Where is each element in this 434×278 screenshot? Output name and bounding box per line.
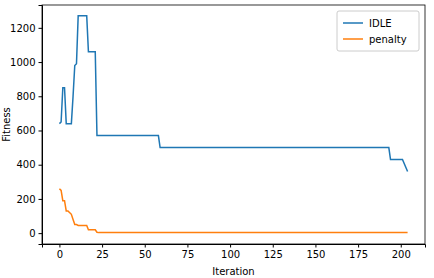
- legend-box: [337, 11, 419, 51]
- tick: 100: [221, 244, 240, 260]
- tick-label: 200: [16, 194, 35, 205]
- series-line: [59, 16, 407, 172]
- tick: 0: [29, 228, 42, 239]
- series-line: [59, 189, 407, 233]
- tick-mark: [145, 244, 146, 248]
- tick-label: 800: [16, 91, 35, 102]
- tick-mark: [39, 62, 43, 63]
- tick-mark: [102, 244, 103, 248]
- tick-label: 100: [221, 249, 240, 260]
- tick-label: 150: [306, 249, 325, 260]
- plot-frame: [42, 5, 425, 244]
- tick-mark: [315, 244, 316, 248]
- tick: 50: [139, 244, 152, 260]
- chart: 0 25 50 75 100 125 150 175 200 0 200 400 600 800 1000 1…: [0, 0, 434, 278]
- tick: 1200: [10, 23, 42, 34]
- tick-label: 1000: [10, 57, 35, 68]
- tick-mark: [39, 165, 43, 166]
- legend: IDLE penalty: [337, 11, 419, 51]
- tick-label: 25: [96, 249, 109, 260]
- legend-swatch: [343, 22, 363, 24]
- tick: 1000: [10, 57, 42, 68]
- legend-label: IDLE: [369, 18, 392, 29]
- tick-label: 0: [57, 249, 63, 260]
- tick: 25: [96, 244, 109, 260]
- x-axis-title: Iteration: [212, 266, 254, 277]
- tick-label: 1200: [10, 23, 35, 34]
- tick-label: 125: [264, 249, 283, 260]
- y-axis: 0 200 400 600 800 1000 1200: [10, 6, 42, 245]
- tick-mark: [273, 244, 274, 248]
- tick: 200: [392, 244, 411, 260]
- tick-mark: [39, 233, 43, 234]
- legend-label: penalty: [369, 34, 407, 45]
- tick-mark: [187, 244, 188, 248]
- tick-mark: [358, 244, 359, 248]
- tick-label: 200: [392, 249, 411, 260]
- tick: 200: [16, 194, 42, 205]
- tick: 150: [306, 244, 325, 260]
- tick: 175: [349, 244, 368, 260]
- tick-mark: [39, 96, 43, 97]
- tick: 600: [16, 125, 42, 136]
- legend-swatch: [343, 38, 363, 40]
- tick: 800: [16, 91, 42, 102]
- tick: 125: [264, 244, 283, 260]
- tick-mark: [401, 244, 402, 248]
- tick-label: 75: [182, 249, 195, 260]
- axis-line: [39, 6, 43, 245]
- tick: 0: [57, 244, 63, 260]
- axis-line: [43, 245, 426, 248]
- tick: 75: [182, 244, 195, 260]
- tick-label: 175: [349, 249, 368, 260]
- tick-mark: [39, 199, 43, 200]
- tick: 400: [16, 159, 42, 170]
- tick-mark: [230, 244, 231, 248]
- tick-label: 50: [139, 249, 152, 260]
- tick-mark: [59, 244, 60, 248]
- tick-mark: [39, 130, 43, 131]
- y-axis-title: Fitness: [1, 107, 12, 142]
- tick-label: 0: [29, 228, 35, 239]
- tick-label: 600: [16, 125, 35, 136]
- tick-label: 400: [16, 159, 35, 170]
- tick-mark: [39, 28, 43, 29]
- x-axis: 0 25 50 75 100 125 150 175 200: [43, 244, 426, 260]
- plot: 0 25 50 75 100 125 150 175 200 0 200 400 600 800 1000 1…: [10, 5, 425, 260]
